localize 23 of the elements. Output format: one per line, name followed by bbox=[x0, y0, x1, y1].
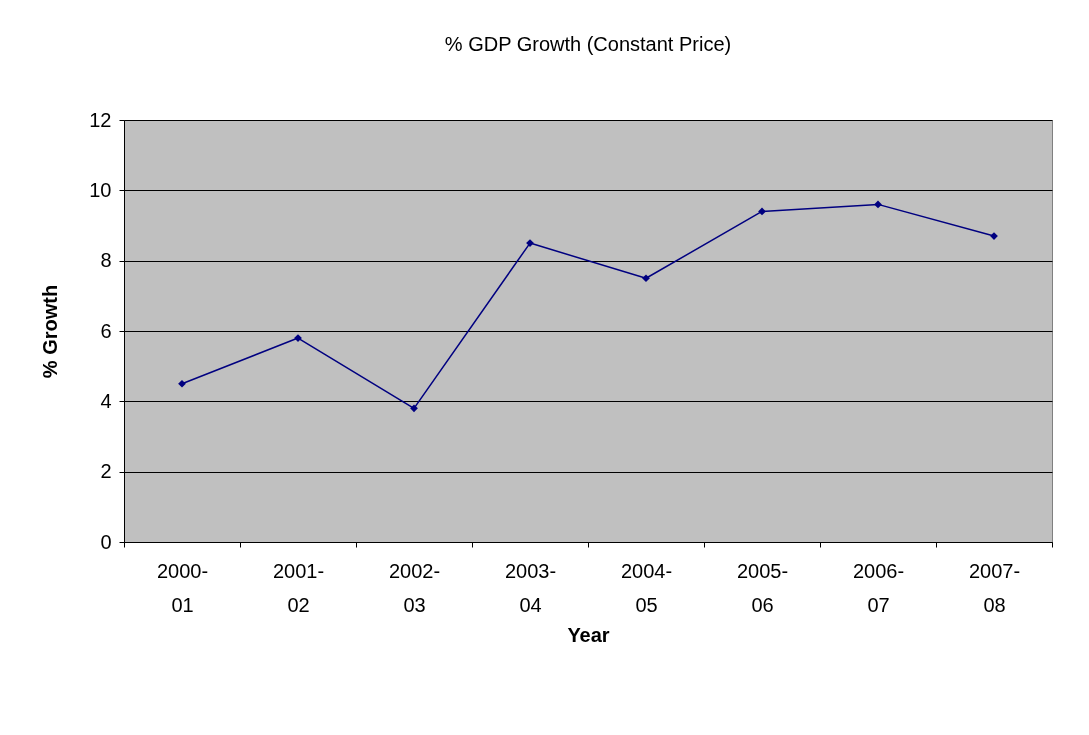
x-axis-title: Year bbox=[567, 623, 610, 646]
x-tick-label: 2004-05 bbox=[620, 559, 673, 616]
x-tick-label: 2003-04 bbox=[504, 559, 557, 616]
point bbox=[758, 207, 766, 216]
y-tick-label: 12 bbox=[89, 108, 112, 131]
point bbox=[410, 404, 418, 413]
x-tick-label: 2006-07 bbox=[852, 559, 905, 616]
y-tick-label: 4 bbox=[100, 389, 112, 412]
x-tick-label: 2007-08 bbox=[968, 559, 1021, 616]
point bbox=[642, 274, 650, 283]
y-tick-label: 0 bbox=[100, 530, 112, 553]
x-tick-label: 2001-02 bbox=[272, 559, 325, 616]
y-tick-label: 2 bbox=[100, 460, 112, 483]
y-tick-label: 6 bbox=[100, 319, 112, 342]
y-tick-label: 10 bbox=[89, 178, 112, 201]
x-tick-label: 2002-03 bbox=[388, 559, 441, 616]
point bbox=[874, 200, 882, 209]
x-tick-label: 2005-06 bbox=[736, 559, 789, 616]
y-axis-title: % Growth bbox=[39, 284, 62, 379]
point bbox=[178, 379, 186, 388]
chart-title: % GDP Growth (Constant Price) bbox=[444, 33, 732, 55]
x-tick-label: 2000-01 bbox=[156, 559, 209, 616]
y-tick-label: 8 bbox=[100, 249, 112, 272]
